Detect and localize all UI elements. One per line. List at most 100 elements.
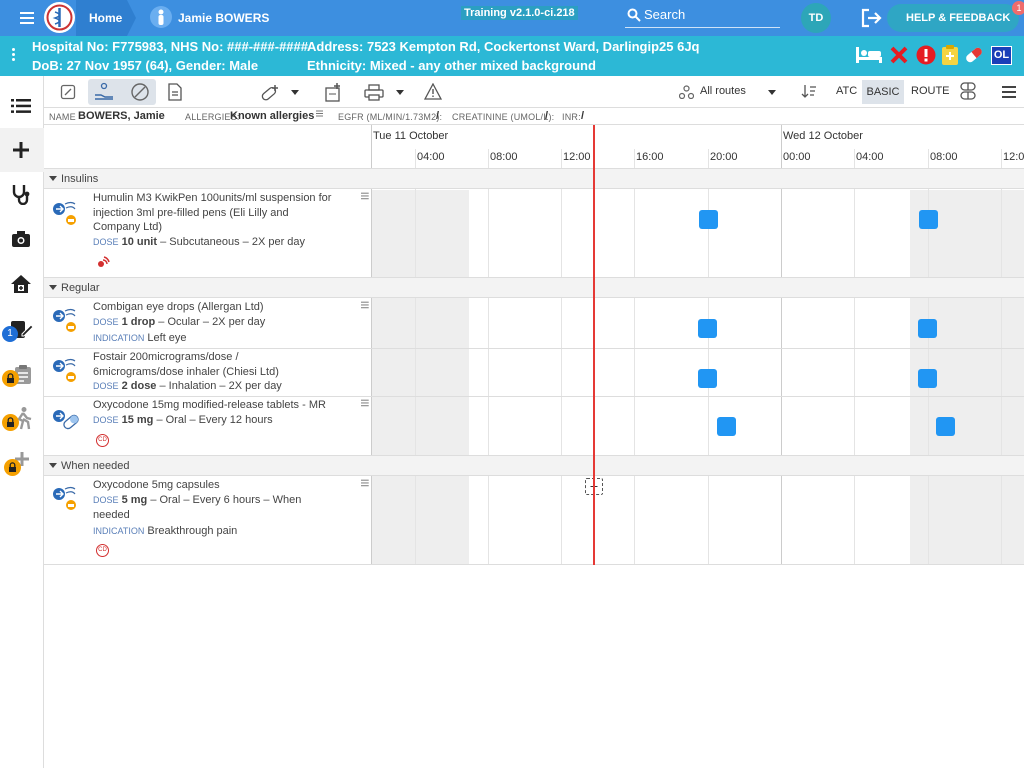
- chart-area: All routes ATC BASIC ROUTE NAME BOWERS, …: [44, 76, 1024, 768]
- bed-icon[interactable]: [855, 45, 883, 65]
- logout-icon[interactable]: [860, 8, 882, 28]
- chevron-down-icon[interactable]: [291, 90, 299, 95]
- home-tab[interactable]: Home: [76, 0, 136, 36]
- pills-view-icon[interactable]: [959, 82, 977, 100]
- allergies-menu-icon[interactable]: [316, 109, 323, 118]
- warning-icon[interactable]: [424, 83, 442, 100]
- print-icon[interactable]: [364, 84, 384, 101]
- more-menu-icon[interactable]: [1002, 83, 1016, 101]
- collapse-triangle-icon[interactable]: [49, 463, 57, 468]
- dose-marker[interactable]: [918, 369, 937, 388]
- ocular-route-icon: [53, 308, 76, 332]
- menu-icon[interactable]: [20, 9, 34, 27]
- section-when-needed[interactable]: When needed: [44, 455, 1024, 476]
- alert-icon[interactable]: [916, 45, 936, 65]
- dose-label: DOSE: [93, 495, 119, 505]
- notification-badge: 1: [1012, 1, 1024, 15]
- medication-row[interactable]: Oxycodone 5mg capsules DOSE 5 mg – Oral …: [44, 477, 372, 565]
- help-label: HELP & FEEDBACK: [906, 12, 1011, 24]
- camera-icon[interactable]: [11, 230, 31, 248]
- stethoscope-icon[interactable]: [10, 183, 32, 205]
- routes-select-value: All routes: [700, 85, 746, 97]
- edit-square-icon[interactable]: [60, 84, 76, 100]
- medication-row[interactable]: Oxycodone 15mg modified-release tablets …: [44, 397, 372, 455]
- dose-detail: – Subcutaneous – 2X per day: [160, 236, 306, 248]
- mobility-icon[interactable]: [12, 406, 34, 430]
- basic-button[interactable]: BASIC: [862, 80, 904, 104]
- add-medication-icon[interactable]: [260, 83, 280, 101]
- section-regular[interactable]: Regular: [44, 277, 1024, 298]
- timeline-header: Tue 11 October Wed 12 October 04:00 08:0…: [44, 125, 1024, 169]
- drug-name: Fostair 200micrograms/dose /: [93, 351, 239, 363]
- dose-marker[interactable]: [936, 417, 955, 436]
- dose-marker[interactable]: [918, 319, 937, 338]
- drug-name: Company Ltd): [93, 221, 163, 233]
- row-menu-icon[interactable]: [361, 398, 369, 408]
- grey-plus-icon[interactable]: [14, 451, 30, 467]
- inr-value: /: [581, 110, 585, 122]
- row-menu-icon[interactable]: [361, 300, 369, 310]
- add-bag-icon[interactable]: [324, 82, 342, 102]
- dnr-x-icon[interactable]: [890, 46, 908, 64]
- lock-icon: [2, 370, 19, 387]
- dose-marker[interactable]: [699, 210, 718, 229]
- hour-tick: 16:00: [636, 151, 664, 163]
- section-insulins[interactable]: Insulins: [44, 168, 1024, 189]
- day-label-wed: Wed 12 October: [783, 130, 863, 142]
- dose-detail: – Oral – Every 6 hours – When: [150, 494, 302, 506]
- inr-label: INR:: [562, 112, 581, 122]
- user-avatar[interactable]: TD: [801, 3, 831, 33]
- hour-tick: 04:00: [417, 151, 445, 163]
- atc-button[interactable]: ATC: [836, 85, 858, 97]
- dose-value: 15 mg: [121, 414, 154, 426]
- sidebar-count-badge: 1: [2, 326, 18, 342]
- dose-marker[interactable]: [698, 369, 717, 388]
- medication-row[interactable]: Fostair 200micrograms/dose / 6micrograms…: [44, 349, 372, 396]
- dose-value: 10 unit: [121, 236, 158, 248]
- chevron-down-icon[interactable]: [396, 90, 404, 95]
- row-menu-icon[interactable]: [361, 478, 369, 488]
- drug-name: 6micrograms/dose inhaler (Chiesi Ltd): [93, 365, 279, 378]
- dose-label: DOSE: [93, 381, 119, 391]
- chevron-down-icon[interactable]: [768, 90, 776, 95]
- medication-row[interactable]: Combigan eye drops (Allergan Ltd) DOSE 1…: [44, 299, 372, 348]
- document-icon[interactable]: [168, 83, 182, 101]
- egfr-label: EGFR (ML/MIN/1.73M2):: [338, 112, 443, 122]
- dose-marker[interactable]: [919, 210, 938, 229]
- view-toggle-group: [88, 79, 156, 105]
- pill-icon[interactable]: [963, 45, 985, 65]
- help-feedback-button[interactable]: HELP & FEEDBACK: [887, 4, 1019, 32]
- ol-flag[interactable]: OL: [991, 46, 1012, 65]
- injection-route-icon: [53, 201, 76, 225]
- clipboard-list-icon[interactable]: [12, 364, 34, 386]
- more-vert-icon[interactable]: [12, 48, 16, 61]
- row-menu-icon[interactable]: [361, 191, 369, 201]
- cancel-pill-icon[interactable]: [130, 82, 150, 102]
- collapse-triangle-icon[interactable]: [49, 285, 57, 290]
- day-label-tue: Tue 11 October: [373, 130, 449, 142]
- dose-label: DOSE: [93, 415, 119, 425]
- search-box[interactable]: Search: [625, 4, 780, 28]
- patient-name[interactable]: Jamie BOWERS: [178, 11, 270, 25]
- dose-marker[interactable]: [717, 417, 736, 436]
- drug-name: injection 3ml pre-filled pens (Eli Lilly…: [93, 206, 289, 219]
- indication-value: Left eye: [147, 332, 187, 344]
- clipboard-icon[interactable]: [941, 44, 959, 66]
- indication-value: Breakthrough pain: [147, 525, 238, 537]
- patient-dob: DoB: 27 Nov 1957 (64), Gender: Male: [32, 58, 259, 73]
- collapse-triangle-icon[interactable]: [49, 176, 57, 181]
- plus-icon[interactable]: [12, 141, 30, 159]
- name-label: NAME: [49, 112, 76, 122]
- route-button[interactable]: ROUTE: [911, 85, 950, 97]
- dose-marker[interactable]: [698, 319, 717, 338]
- list-icon[interactable]: [11, 98, 31, 114]
- sort-icon[interactable]: [801, 84, 817, 99]
- medication-row[interactable]: Humulin M3 KwikPen 100units/ml suspensio…: [44, 190, 372, 278]
- hand-drop-icon[interactable]: [93, 82, 115, 102]
- version-label: Training v2.1.0-ci.218: [461, 6, 578, 20]
- dose-detail: – Inhalation – 2X per day: [159, 380, 282, 392]
- home-icon[interactable]: [10, 274, 32, 294]
- name-value: BOWERS, Jamie: [78, 110, 165, 122]
- patient-address: Address: 7523 Kempton Rd, Cockertonst Wa…: [307, 39, 700, 54]
- routes-select[interactable]: All routes: [700, 85, 780, 97]
